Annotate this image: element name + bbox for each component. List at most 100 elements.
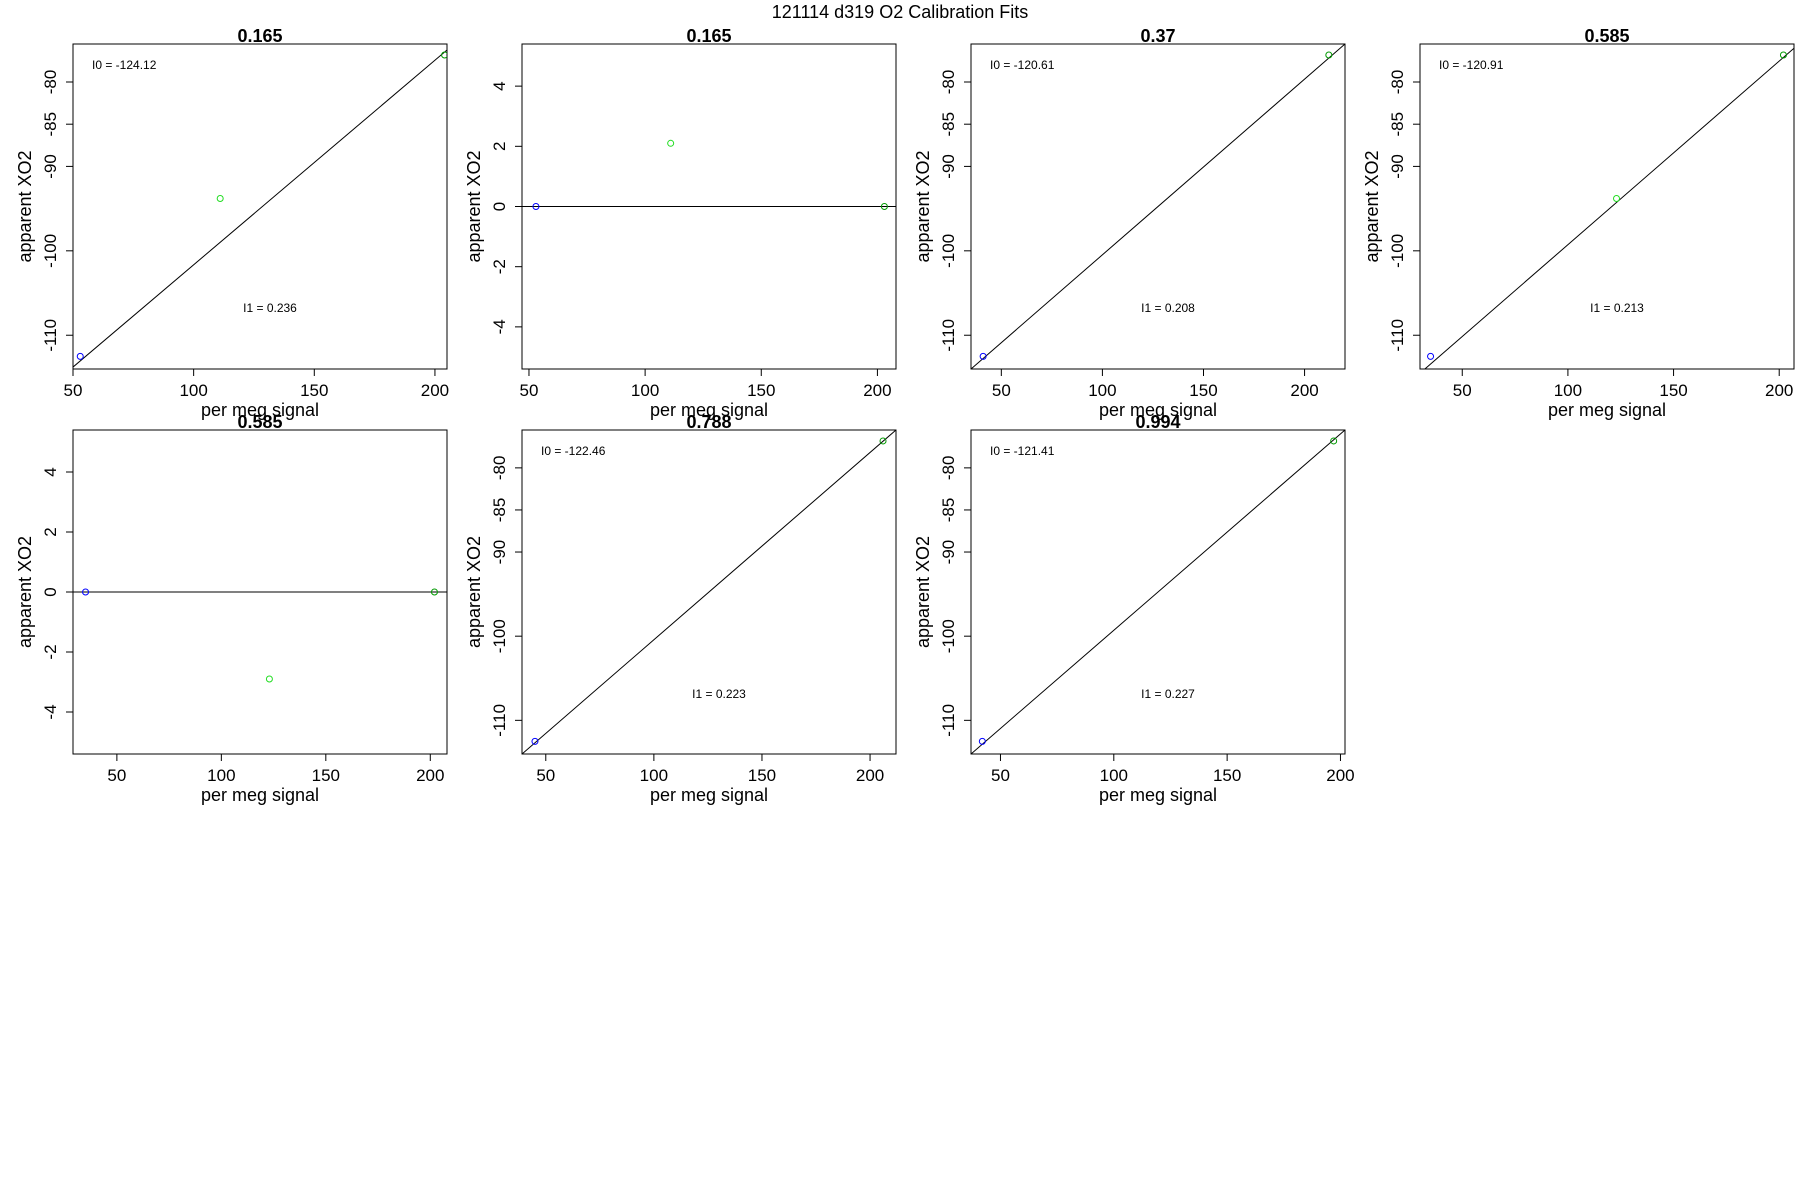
slope-annotation: I1 = 0.213	[1590, 301, 1644, 315]
x-axis-label: per meg signal	[1099, 785, 1217, 805]
data-point	[76, 352, 84, 360]
y-tick-label: -100	[490, 619, 509, 653]
x-tick-label: 150	[1659, 381, 1687, 400]
x-tick-label: 200	[863, 381, 891, 400]
x-axis-label: per meg signal	[650, 785, 768, 805]
x-tick-label: 200	[1326, 766, 1354, 785]
intercept-annotation: I0 = -124.12	[92, 58, 157, 72]
y-tick-label: -2	[41, 644, 60, 659]
plot-area	[971, 44, 1345, 369]
y-axis-label: apparent XO2	[1362, 150, 1382, 262]
y-axis-label: apparent XO2	[15, 536, 35, 648]
slope-annotation: I1 = 0.208	[1141, 301, 1195, 315]
y-tick-label: -90	[939, 540, 958, 565]
y-tick-label: -110	[41, 319, 60, 352]
y-tick-label: 0	[490, 202, 509, 211]
y-tick-label: -85	[1388, 112, 1407, 137]
x-tick-label: 200	[421, 381, 449, 400]
slope-annotation: I1 = 0.223	[692, 687, 746, 701]
data-point	[879, 437, 887, 445]
plot-area	[522, 139, 896, 210]
data-point	[880, 203, 888, 210]
y-tick-label: -80	[939, 70, 958, 95]
y-tick-label: -110	[1388, 319, 1407, 352]
data-point	[441, 51, 447, 59]
plot-frame	[1419, 43, 1795, 370]
panel-title: 0.165	[237, 26, 282, 46]
plot-area	[1424, 47, 1794, 369]
panel-2: 0.165 50 100 150 200 -4 -2 0 2 4 per meg signal app…	[464, 26, 897, 420]
x-tick-label: 200	[1765, 381, 1793, 400]
y-tick-label: 4	[41, 467, 60, 476]
x-tick-label: 100	[1100, 766, 1128, 785]
x-tick-label: 100	[631, 381, 659, 400]
panel-title: 0.585	[237, 412, 282, 432]
y-tick-label: -100	[1388, 234, 1407, 268]
y-tick-label: 2	[490, 142, 509, 151]
x-tick-label: 50	[536, 766, 555, 785]
data-point	[532, 203, 540, 210]
plot-frame	[970, 43, 1346, 370]
fit-line	[1424, 47, 1794, 369]
x-tick-label: 50	[1453, 381, 1472, 400]
y-tick-label: -80	[1388, 70, 1407, 95]
y-tick-label: -85	[490, 498, 509, 523]
y-tick-label: -85	[41, 112, 60, 137]
y-axis-label: apparent XO2	[464, 536, 484, 648]
x-tick-label: 50	[992, 381, 1011, 400]
x-tick-label: 50	[64, 381, 83, 400]
panel-title: 0.994	[1135, 412, 1180, 432]
plot-area	[73, 49, 447, 368]
data-point	[82, 588, 90, 596]
x-tick-label: 50	[991, 766, 1010, 785]
data-point	[1330, 437, 1338, 445]
intercept-annotation: I0 = -122.46	[541, 444, 606, 458]
data-point	[430, 588, 438, 596]
data-point	[1325, 51, 1333, 59]
x-axis-label: per meg signal	[1099, 400, 1217, 420]
x-axis-label: per meg signal	[201, 785, 319, 805]
y-axis-label: apparent XO2	[913, 150, 933, 262]
data-point	[667, 139, 675, 147]
slope-annotation: I1 = 0.227	[1141, 687, 1195, 701]
y-tick-label: -2	[490, 259, 509, 274]
data-point	[216, 194, 224, 202]
x-tick-label: 100	[640, 766, 668, 785]
x-tick-label: 100	[179, 381, 207, 400]
x-tick-label: 150	[747, 381, 775, 400]
panel-1: 0.165 50 100 150 200 -110 -100 -90 -85 -80 per meg…	[15, 26, 449, 420]
plot-area	[971, 430, 1345, 754]
fit-line	[971, 430, 1345, 754]
panel-3: 0.37 50 100 150 200 -110 -100 -90 -85 -80 per meg …	[913, 26, 1346, 420]
slope-annotation: I1 = 0.236	[243, 301, 297, 315]
data-point	[265, 675, 273, 683]
y-axis-label: apparent XO2	[464, 150, 484, 262]
data-point	[1779, 51, 1787, 59]
fit-line	[522, 430, 896, 754]
y-tick-label: -85	[939, 498, 958, 523]
y-tick-label: 2	[41, 527, 60, 536]
data-point	[978, 737, 986, 745]
panel-6: 0.788 50 100 150 200 -110 -100 -90 -85 -80 per meg…	[464, 412, 897, 805]
panel-title: 0.585	[1584, 26, 1629, 46]
y-tick-label: -90	[939, 154, 958, 179]
panel-title: 0.165	[686, 26, 731, 46]
x-tick-label: 100	[1088, 381, 1116, 400]
intercept-annotation: I0 = -120.61	[990, 58, 1055, 72]
x-tick-label: 200	[856, 766, 884, 785]
y-tick-label: -85	[939, 112, 958, 137]
y-axis-label: apparent XO2	[15, 150, 35, 262]
panel-7: 0.994 50 100 150 200 -110 -100 -90 -85 -80 per meg…	[913, 412, 1355, 805]
x-tick-label: 150	[748, 766, 776, 785]
x-tick-label: 150	[312, 766, 340, 785]
y-tick-label: -80	[490, 456, 509, 481]
y-axis-label: apparent XO2	[913, 536, 933, 648]
x-axis-label: per meg signal	[650, 400, 768, 420]
y-tick-label: -90	[41, 154, 60, 179]
panel-5: 0.585 50 100 150 200 -4 -2 0 2 4 per meg signal app…	[15, 412, 448, 805]
intercept-annotation: I0 = -121.41	[990, 444, 1055, 458]
data-point	[979, 352, 987, 360]
intercept-annotation: I0 = -120.91	[1439, 58, 1504, 72]
data-point	[1613, 194, 1621, 202]
y-tick-label: -110	[939, 319, 958, 352]
